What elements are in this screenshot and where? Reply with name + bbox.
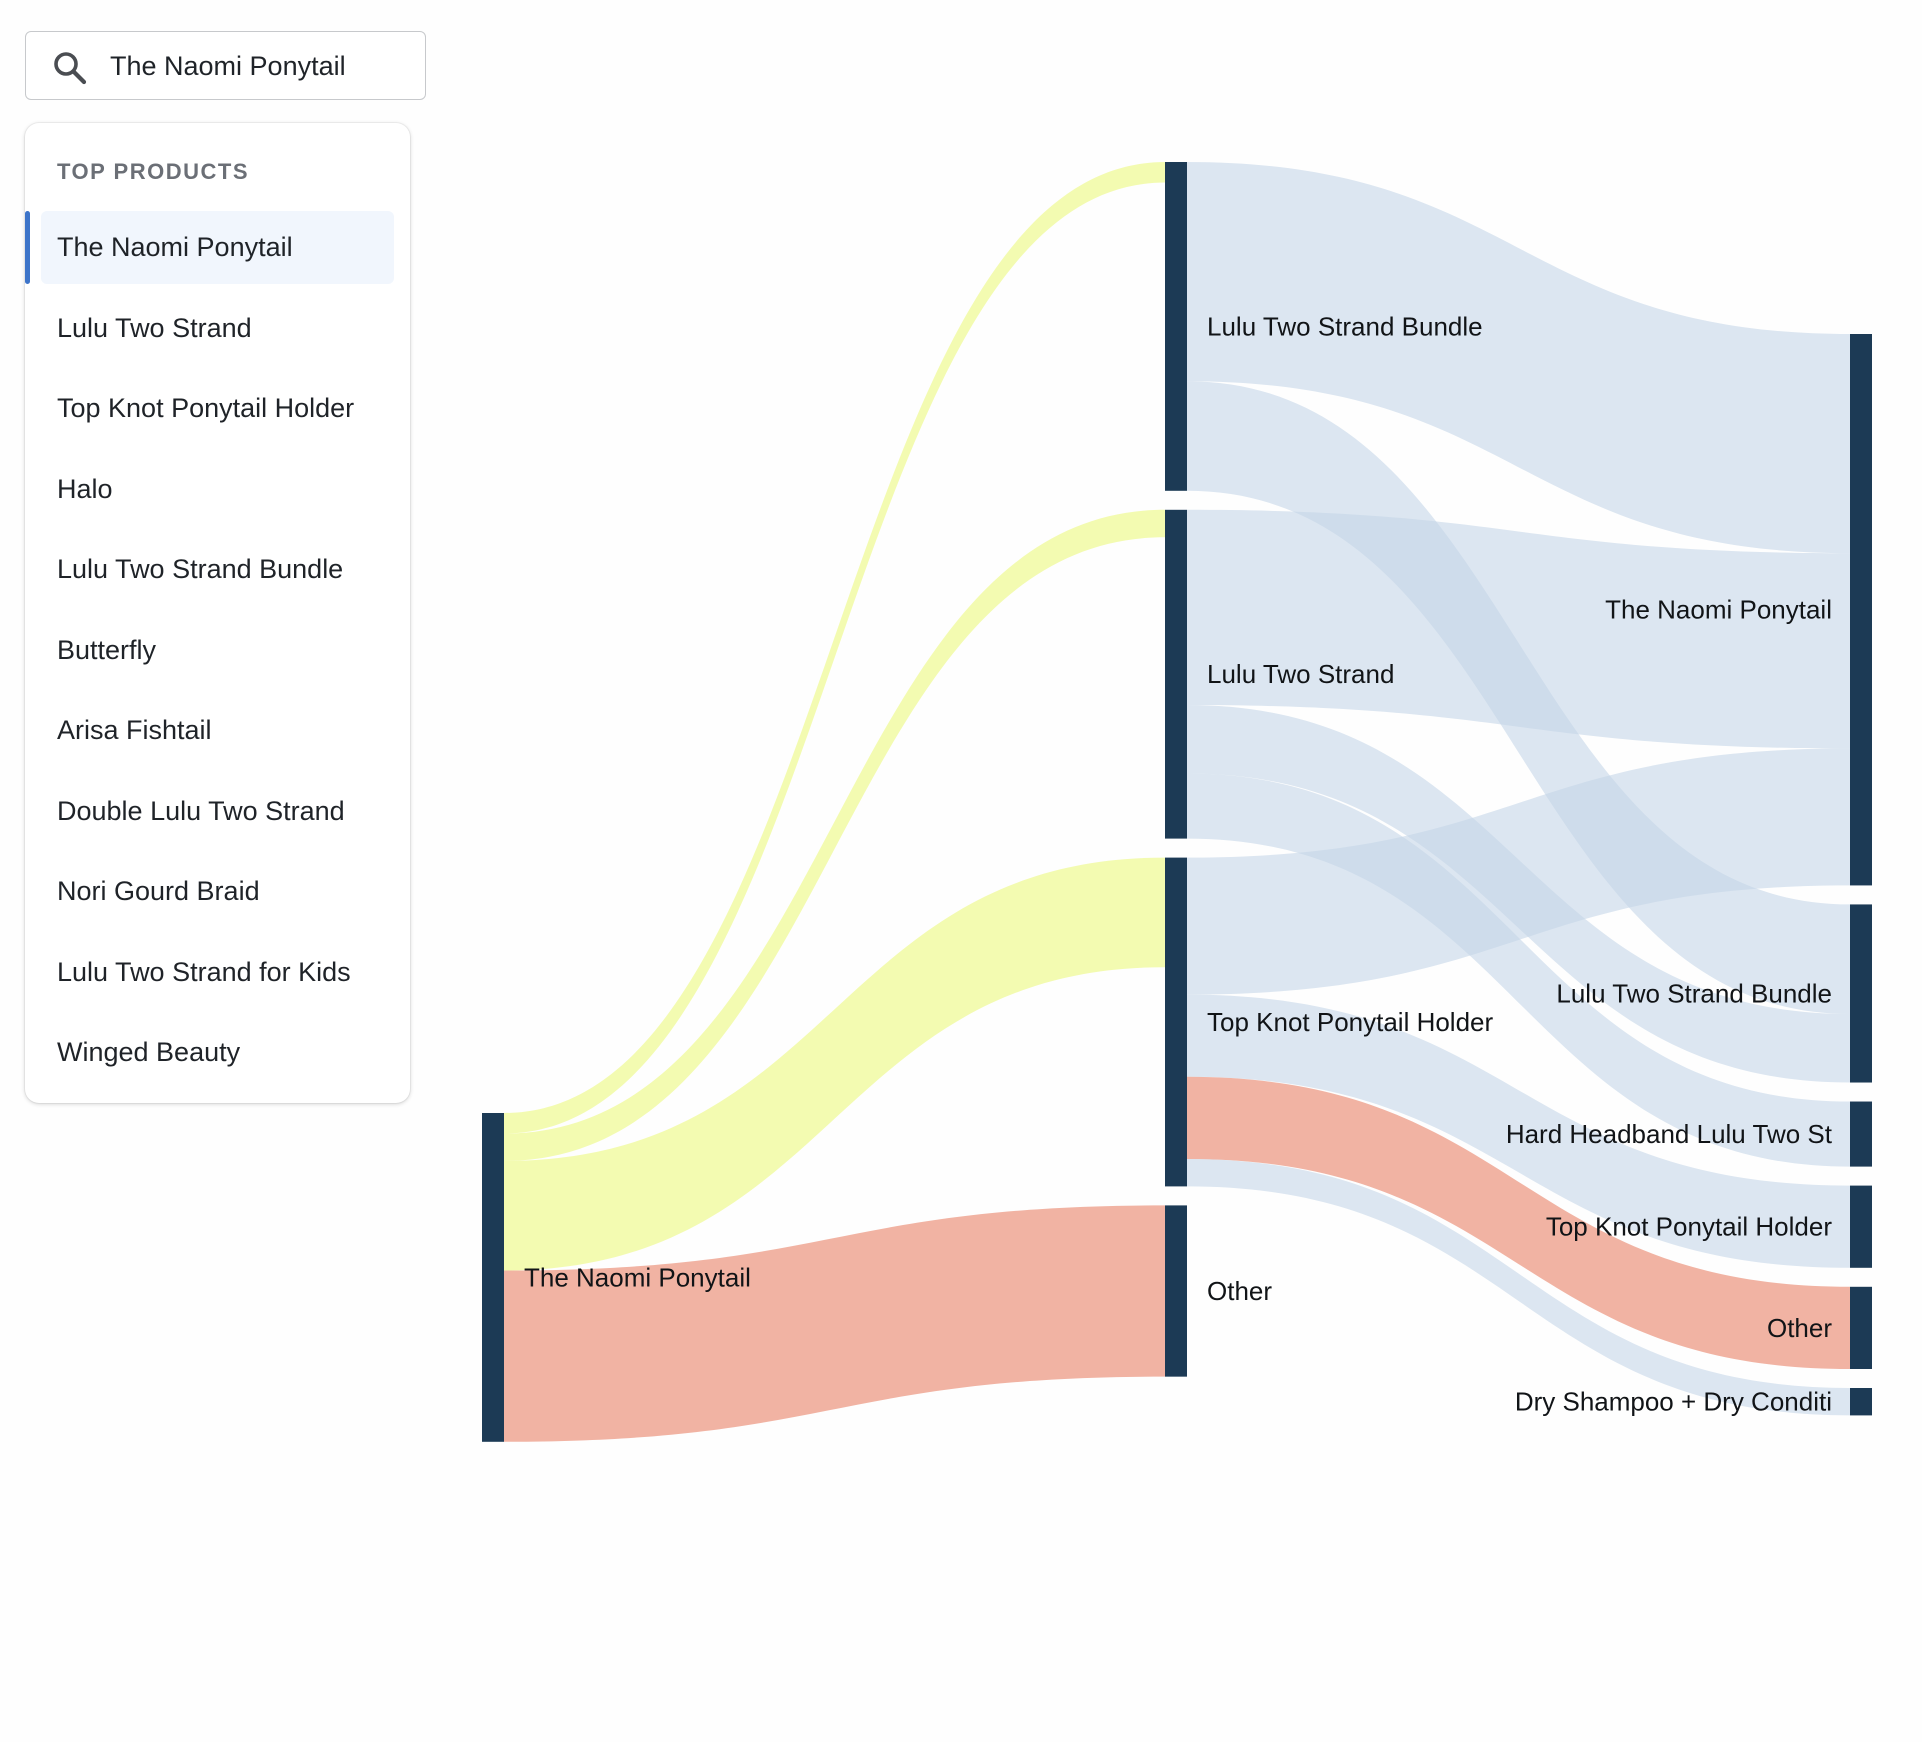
search-input[interactable]: [106, 44, 414, 88]
sankey-links: [504, 162, 1850, 1442]
dropdown-item-label: Double Lulu Two Strand: [57, 795, 345, 826]
search-icon: [54, 52, 87, 85]
dropdown-item-label: Lulu Two Strand: [57, 312, 252, 343]
sankey-link[interactable]: [1187, 509, 1850, 749]
sankey-node[interactable]: [1850, 904, 1872, 1083]
sankey-link[interactable]: [504, 162, 1165, 1134]
dropdown-item[interactable]: Top Knot Ponytail Holder: [41, 372, 394, 445]
sankey-link[interactable]: [1187, 1076, 1850, 1369]
sankey-node-label: Dry Shampoo + Dry Conditi: [1515, 1387, 1832, 1417]
sankey-node-label: Lulu Two Strand Bundle: [1556, 978, 1832, 1008]
sankey-nodes: [482, 162, 1872, 1442]
sankey-link[interactable]: [1187, 994, 1850, 1268]
dropdown-item-label: Nori Gourd Braid: [57, 876, 260, 906]
dropdown-item[interactable]: Butterfly: [41, 614, 394, 687]
sankey-node[interactable]: [1850, 1286, 1872, 1369]
dropdown-item-label: Winged Beauty: [57, 1037, 241, 1067]
dropdown-item-label: Halo: [57, 473, 113, 504]
sankey-node[interactable]: [482, 1113, 504, 1442]
dropdown-item[interactable]: The Naomi Ponytail: [25, 211, 394, 284]
sankey-link[interactable]: [504, 509, 1165, 1161]
sankey-node[interactable]: [1165, 857, 1187, 1187]
sankey-link[interactable]: [1187, 748, 1850, 995]
sankey-node[interactable]: [1850, 1388, 1872, 1416]
sankey-node-label: Lulu Two Strand Bundle: [1207, 311, 1483, 341]
dropdown-item-label: Lulu Two Strand for Kids: [57, 956, 351, 987]
sankey-node[interactable]: [1165, 162, 1187, 491]
sankey-node-label: The Naomi Ponytail: [1605, 595, 1832, 625]
dropdown-item-label: Lulu Two Strand Bundle: [57, 554, 344, 584]
search-box[interactable]: [25, 31, 426, 100]
sankey-node-label: Hard Headband Lulu Two St: [1506, 1119, 1833, 1149]
top-products-dropdown: TOP PRODUCTS The Naomi Ponytail Lulu Two …: [25, 123, 410, 1103]
sankey-node-label: Other: [1207, 1276, 1272, 1306]
sankey-node-label: The Naomi Ponytail: [524, 1262, 751, 1292]
dropdown-item[interactable]: Arisa Fishtail: [41, 694, 394, 767]
sankey-node-label: Other: [1767, 1313, 1832, 1343]
dropdown-item-label: Top Knot Ponytail Holder: [57, 393, 355, 423]
sankey-node[interactable]: [1165, 509, 1187, 839]
dropdown-item[interactable]: Lulu Two Strand: [41, 292, 394, 365]
dropdown-item[interactable]: Nori Gourd Braid: [41, 855, 394, 928]
sankey-node[interactable]: [1165, 1205, 1187, 1377]
sankey-node[interactable]: [1850, 1101, 1872, 1167]
dropdown-item[interactable]: Double Lulu Two Strand: [41, 775, 394, 848]
product-list: The Naomi Ponytail Lulu Two Strand Top Kno…: [25, 211, 410, 1097]
dropdown-item[interactable]: Lulu Two Strand Bundle: [41, 533, 394, 606]
sankey-link[interactable]: [504, 1205, 1165, 1442]
sankey-link[interactable]: [1187, 162, 1850, 554]
dropdown-heading: TOP PRODUCTS: [57, 159, 249, 184]
sankey-node-label: Top Knot Ponytail Holder: [1207, 1007, 1494, 1037]
dropdown-item[interactable]: Lulu Two Strand for Kids: [41, 936, 394, 1009]
sankey-link[interactable]: [1187, 1159, 1850, 1416]
dropdown-item[interactable]: Halo: [41, 453, 394, 526]
dropdown-item-label: Butterfly: [57, 634, 157, 665]
sankey-node-label: Top Knot Ponytail Holder: [1546, 1212, 1833, 1242]
dropdown-item[interactable]: Winged Beauty: [41, 1016, 394, 1089]
selected-indicator: [25, 211, 30, 284]
sankey-node[interactable]: [1850, 334, 1872, 886]
sankey-link[interactable]: [504, 857, 1165, 1271]
sankey-labels: The Naomi Ponytail Lulu Two Strand Bundle…: [524, 311, 1833, 1416]
sankey-node-label: Lulu Two Strand: [1207, 659, 1394, 689]
dropdown-item-label: The Naomi Ponytail: [57, 232, 293, 262]
dropdown-item-label: Arisa Fishtail: [57, 715, 212, 745]
sankey-node[interactable]: [1850, 1185, 1872, 1268]
